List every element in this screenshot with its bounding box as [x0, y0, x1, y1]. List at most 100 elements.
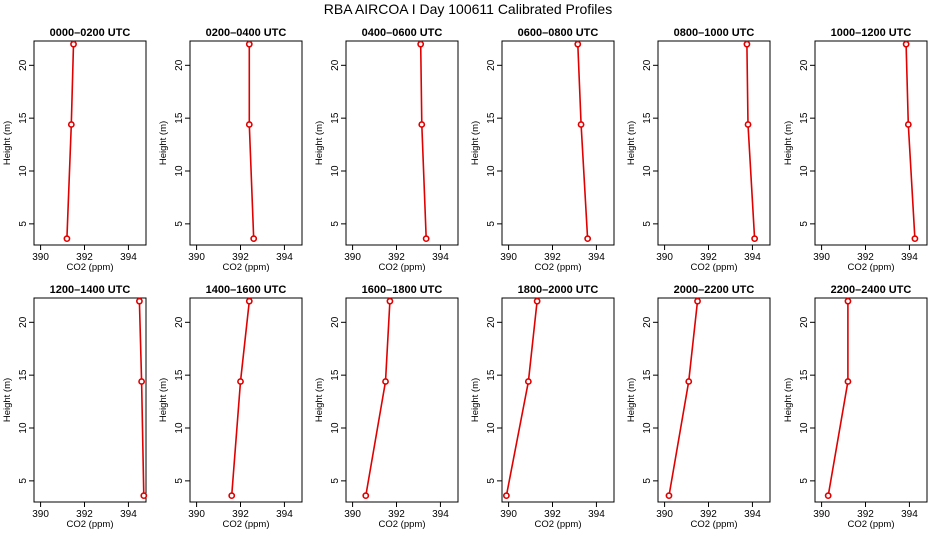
- chart-panel: 0400–0600 UTC 390 392 394 5 10 15 20 CO2 (ppm) He…: [314, 27, 459, 273]
- chart-panel: 0200–0400 UTC 390 392 394 5 10 15 20 CO2 (ppm) He…: [158, 27, 303, 273]
- panel-title: 0400–0600 UTC: [362, 27, 443, 39]
- y-tick-label: 20: [642, 316, 653, 328]
- y-tick-label: 5: [330, 221, 341, 227]
- series-line: [905, 44, 916, 239]
- x-tick-label: 392: [544, 509, 561, 520]
- series-line: [230, 301, 251, 496]
- plot-frame: [189, 297, 303, 503]
- y-axis-label: Height (m): [314, 378, 325, 422]
- y-axis-label: Height (m): [783, 378, 794, 422]
- y-tick-label: 20: [18, 59, 29, 71]
- y-tick-label: 20: [486, 59, 497, 71]
- y-tick-label: 10: [18, 165, 29, 177]
- x-tick-label: 392: [857, 252, 874, 263]
- y-tick-label: 5: [18, 478, 29, 484]
- x-tick-label: 390: [656, 252, 673, 263]
- y-tick-label: 15: [486, 112, 497, 124]
- plot-frame: [345, 297, 459, 503]
- y-tick-label: 15: [18, 112, 29, 124]
- x-tick-label: 392: [700, 252, 717, 263]
- series-line: [66, 44, 75, 239]
- y-tick-label: 15: [174, 112, 185, 124]
- y-tick-label: 5: [174, 221, 185, 227]
- chart-panel: 2000–2200 UTC 390 392 394 5 10 15 20 CO2 (ppm) He…: [626, 284, 771, 530]
- panel-title: 0800–1000 UTC: [674, 27, 755, 39]
- data-point: [245, 297, 253, 305]
- plot-frame: [501, 40, 615, 246]
- data-point: [386, 297, 394, 305]
- data-point: [67, 121, 75, 128]
- x-tick-label: 394: [276, 252, 293, 263]
- x-tick-label: 390: [500, 252, 517, 263]
- x-axis-label: CO2 (ppm): [379, 519, 426, 530]
- plot-frame: [33, 40, 147, 246]
- x-tick-label: 390: [188, 509, 205, 520]
- plot-frame: [657, 297, 771, 503]
- y-tick-label: 5: [642, 221, 653, 227]
- y-tick-label: 15: [174, 369, 185, 381]
- y-tick-label: 10: [486, 165, 497, 177]
- series-line: [248, 44, 255, 239]
- x-tick-label: 392: [700, 509, 717, 520]
- panel-title: 1000–1200 UTC: [831, 27, 912, 39]
- data-point: [228, 492, 236, 500]
- y-axis-label: Height (m): [626, 121, 637, 165]
- y-tick-label: 10: [18, 422, 29, 434]
- x-tick-label: 394: [901, 509, 918, 520]
- y-tick-label: 10: [799, 165, 810, 177]
- series-line: [419, 44, 427, 239]
- y-axis-label: Height (m): [158, 121, 169, 165]
- data-point: [63, 235, 71, 243]
- x-axis-label: CO2 (ppm): [691, 262, 738, 273]
- x-axis-label: CO2 (ppm): [691, 519, 738, 530]
- y-tick-label: 20: [642, 59, 653, 71]
- y-tick-label: 15: [330, 112, 341, 124]
- x-tick-label: 390: [656, 509, 673, 520]
- x-axis-label: CO2 (ppm): [535, 519, 582, 530]
- x-tick-label: 394: [432, 509, 449, 520]
- y-tick-label: 5: [486, 478, 497, 484]
- data-point: [524, 378, 532, 385]
- y-tick-label: 15: [642, 112, 653, 124]
- data-point: [502, 492, 510, 500]
- data-point: [902, 40, 910, 48]
- x-axis-label: CO2 (ppm): [67, 519, 114, 530]
- x-tick-label: 390: [32, 252, 49, 263]
- x-axis-label: CO2 (ppm): [379, 262, 426, 273]
- data-point: [417, 40, 425, 48]
- y-tick-label: 5: [18, 221, 29, 227]
- data-point: [245, 40, 253, 48]
- x-tick-label: 394: [744, 252, 761, 263]
- x-tick-label: 392: [388, 509, 405, 520]
- data-point: [685, 378, 693, 385]
- y-tick-label: 20: [486, 316, 497, 328]
- x-tick-label: 390: [32, 509, 49, 520]
- y-tick-label: 5: [330, 478, 341, 484]
- x-tick-label: 394: [588, 509, 605, 520]
- x-axis-label: CO2 (ppm): [223, 519, 270, 530]
- data-point: [574, 40, 582, 48]
- y-tick-label: 20: [330, 316, 341, 328]
- chart-panel: 1600–1800 UTC 390 392 394 5 10 15 20 CO2 (ppm) He…: [314, 284, 459, 530]
- x-tick-label: 394: [432, 252, 449, 263]
- data-point: [824, 492, 832, 500]
- x-tick-label: 392: [232, 509, 249, 520]
- x-tick-label: 392: [544, 252, 561, 263]
- y-tick-label: 20: [18, 316, 29, 328]
- y-tick-label: 15: [330, 369, 341, 381]
- data-point: [904, 121, 912, 128]
- y-tick-label: 15: [799, 369, 810, 381]
- series-line: [746, 44, 756, 239]
- y-tick-label: 20: [799, 316, 810, 328]
- x-tick-label: 392: [388, 252, 405, 263]
- data-point: [136, 297, 143, 305]
- y-tick-label: 20: [174, 316, 185, 328]
- data-point: [382, 378, 389, 385]
- data-point: [250, 235, 258, 243]
- data-point: [751, 235, 759, 243]
- panel-title: 1200–1400 UTC: [50, 284, 131, 296]
- x-tick-label: 394: [901, 252, 918, 263]
- panel-title: 0200–0400 UTC: [206, 27, 287, 39]
- y-axis-label: Height (m): [2, 121, 13, 165]
